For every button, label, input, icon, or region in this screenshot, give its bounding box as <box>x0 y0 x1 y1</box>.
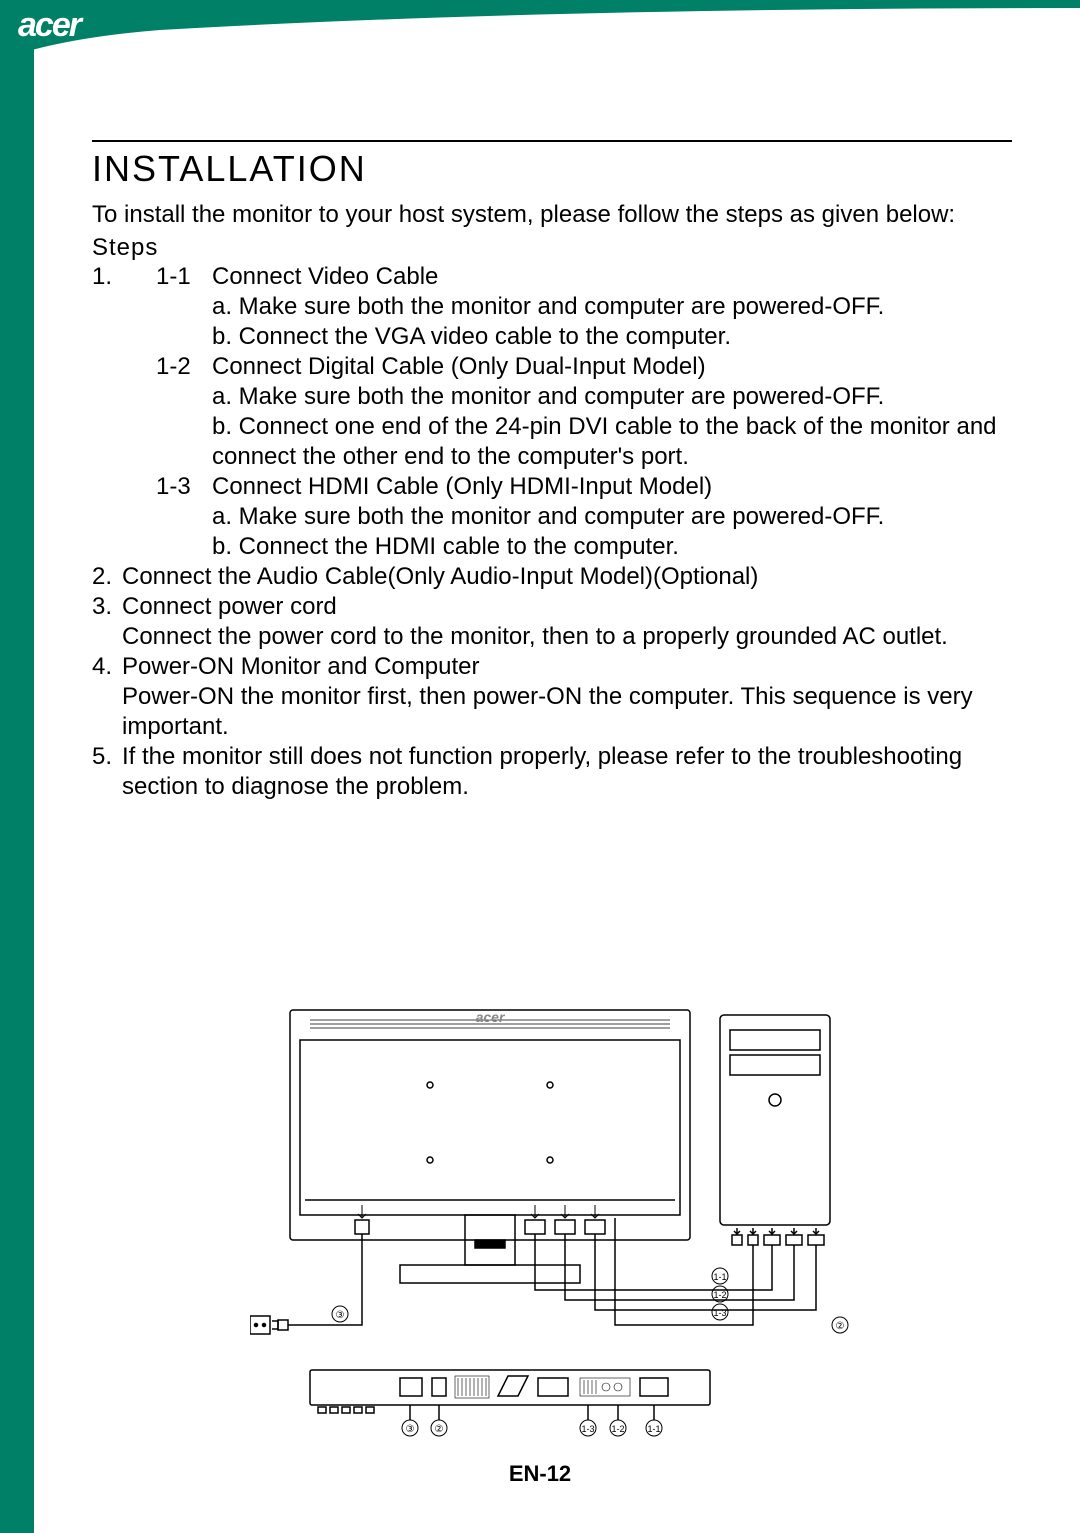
side-stripe <box>0 45 34 1533</box>
step-1: 1.1-1Connect Video Cable <box>92 262 1012 292</box>
step-2: 2.Connect the Audio Cable(Only Audio-Inp… <box>92 562 1012 592</box>
step-1-2-key: 1-2 <box>156 352 212 382</box>
step-5-text: If the monitor still does not function p… <box>122 742 1002 802</box>
page-title: INSTALLATION <box>92 148 1012 190</box>
title-rule <box>92 140 1012 142</box>
steps-label: Steps <box>92 234 1012 262</box>
svg-text:1-1: 1-1 <box>713 1272 726 1282</box>
step-1-num: 1. <box>92 262 156 292</box>
step-3-num: 3. <box>92 592 122 622</box>
svg-text:②: ② <box>836 1321 845 1332</box>
step-5: 5.If the monitor still does not function… <box>92 742 1012 802</box>
step-2-text: Connect the Audio Cable(Only Audio-Input… <box>122 562 1002 592</box>
intro-text: To install the monitor to your host syst… <box>92 200 1012 230</box>
svg-text:1-1: 1-1 <box>647 1424 660 1434</box>
step-4: 4.Power-ON Monitor and Computer <box>92 652 1012 682</box>
svg-text:1-3: 1-3 <box>713 1308 726 1318</box>
step-1-2-title: Connect Digital Cable (Only Dual-Input M… <box>212 352 1002 382</box>
step-1-2-a: a. Make sure both the monitor and comput… <box>212 382 1012 412</box>
header-banner <box>0 0 1080 60</box>
connection-diagram: acer <box>250 1000 850 1450</box>
svg-text:acer: acer <box>476 1009 506 1025</box>
step-3-body: Connect the power cord to the monitor, t… <box>122 622 1012 652</box>
step-1-2-b: b. Connect one end of the 24-pin DVI cab… <box>212 412 1012 472</box>
brand-logo: acer <box>18 6 80 45</box>
svg-text:1-2: 1-2 <box>713 1290 726 1300</box>
step-4-num: 4. <box>92 652 122 682</box>
step-2-num: 2. <box>92 562 122 592</box>
svg-text:③: ③ <box>336 1310 345 1321</box>
page-number: EN-12 <box>0 1461 1080 1487</box>
step-1-3: 1-3 Connect HDMI Cable (Only HDMI-Input … <box>92 472 1012 502</box>
step-5-num: 5. <box>92 742 122 772</box>
step-1-3-key: 1-3 <box>156 472 212 502</box>
svg-text:③: ③ <box>406 1424 415 1435</box>
step-1-3-b: b. Connect the HDMI cable to the compute… <box>212 532 1012 562</box>
page-content: INSTALLATION To install the monitor to y… <box>92 140 1012 802</box>
step-1-2: 1-2Connect Digital Cable (Only Dual-Inpu… <box>92 352 1012 382</box>
step-1-1-key: 1-1 <box>156 262 212 292</box>
svg-text:②: ② <box>435 1424 444 1435</box>
step-3: 3.Connect power cord <box>92 592 1012 622</box>
step-1-1-title: Connect Video Cable <box>212 262 1002 292</box>
svg-text:1-3: 1-3 <box>581 1424 594 1434</box>
svg-text:1-2: 1-2 <box>611 1424 624 1434</box>
step-1-3-a: a. Make sure both the monitor and comput… <box>212 502 1012 532</box>
step-1-1-a: a. Make sure both the monitor and comput… <box>212 292 1012 322</box>
step-1-3-title: Connect HDMI Cable (Only HDMI-Input Mode… <box>212 472 1002 502</box>
step-4-text: Power-ON Monitor and Computer <box>122 652 1002 682</box>
step-1-1-b: b. Connect the VGA video cable to the co… <box>212 322 1012 352</box>
step-3-text: Connect power cord <box>122 592 1002 622</box>
step-4-body: Power-ON the monitor first, then power-O… <box>122 682 1012 742</box>
steps-body: 1.1-1Connect Video Cable a. Make sure bo… <box>92 262 1012 802</box>
